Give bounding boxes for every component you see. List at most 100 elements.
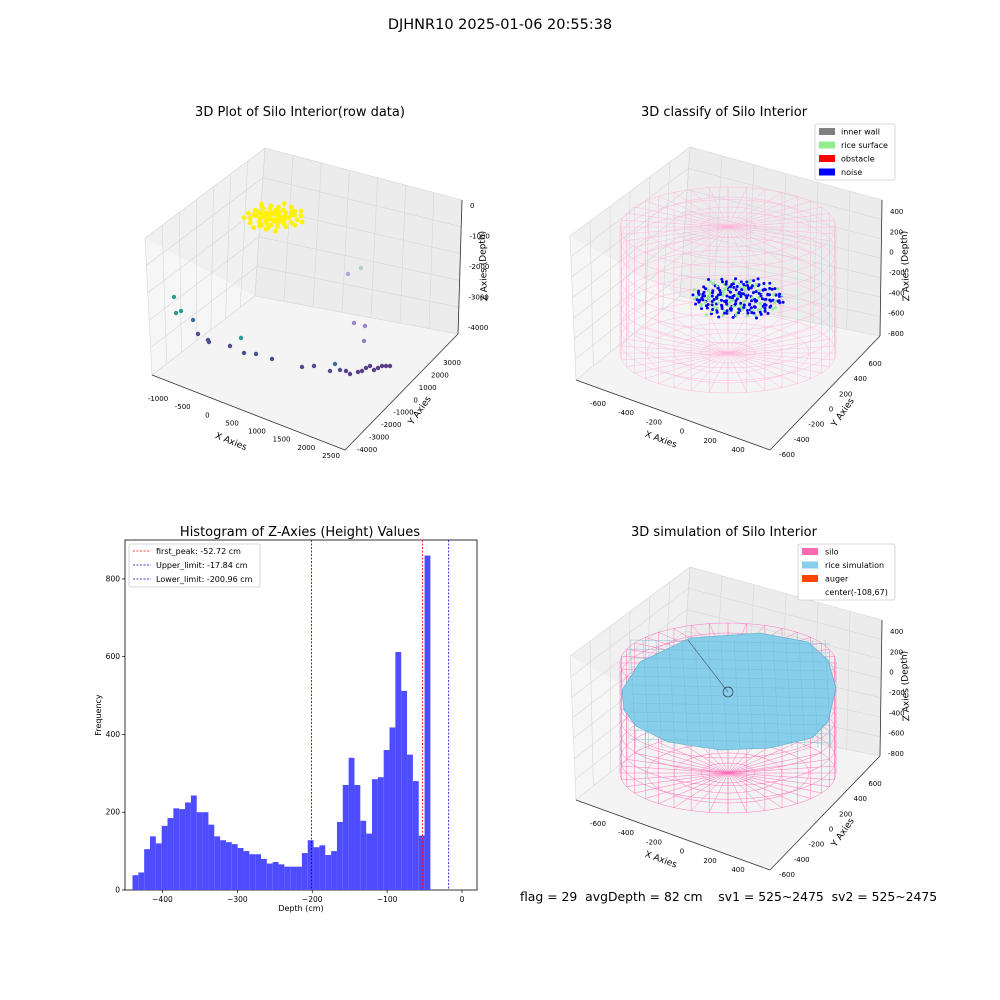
raw-point [299, 364, 305, 370]
y-tick-label: 600 [868, 360, 881, 368]
raw-point [337, 367, 343, 373]
y-tick-label: -400 [794, 856, 810, 864]
gridline [569, 566, 883, 657]
legend-label-rice-simulation: rice simulation [825, 561, 884, 570]
classified-point [747, 281, 751, 285]
histogram-y-ticks: 0 200 400 600 800 [106, 574, 125, 895]
x-tick-label: 200 [703, 437, 716, 445]
y-tick-label: 400 [106, 730, 121, 739]
classified-point [718, 288, 722, 292]
mesh-line [668, 639, 676, 749]
y-tick-label: 1000 [419, 384, 437, 392]
classified-point [754, 290, 758, 294]
y-tick-label: 200 [839, 390, 852, 398]
classified-point [763, 287, 766, 291]
y-tick-label: -200 [808, 421, 824, 429]
classified-point [742, 303, 746, 307]
gridline [569, 655, 577, 801]
classified-point [710, 303, 714, 307]
histogram-bar [243, 851, 250, 890]
classified-point [711, 308, 715, 311]
mesh-line [629, 639, 637, 749]
x-tick-label: -600 [590, 820, 606, 828]
classified-point [721, 280, 724, 284]
classified-point [768, 281, 772, 285]
mesh-line [681, 639, 689, 749]
raw-point [299, 219, 305, 225]
gridline [570, 167, 882, 257]
z-tick-label: -200 [889, 269, 905, 277]
classified-point [748, 278, 752, 282]
classified-point [725, 299, 728, 303]
simulation-panel-title: 3D simulation of Silo Interior [631, 525, 818, 540]
mesh-line [707, 639, 715, 749]
classified-point [735, 285, 739, 288]
histogram-bar [138, 872, 145, 890]
histogram-bar [401, 690, 408, 890]
gridline [575, 295, 881, 381]
classified-point [750, 311, 754, 315]
histogram-reference-lines [311, 540, 450, 890]
raw-point [257, 223, 262, 229]
classified-point [720, 277, 724, 281]
classify-x-axis-label: X Axies [643, 430, 678, 451]
classified-point [756, 277, 760, 281]
raw-point [251, 225, 257, 230]
classify-y-axis-label: Y Axies [829, 396, 857, 429]
histogram-bar [366, 833, 372, 890]
histogram-bar [150, 836, 156, 890]
classified-point [745, 280, 749, 284]
legend-swatch-noise [819, 168, 835, 176]
classified-point [781, 300, 785, 304]
classified-point [742, 300, 746, 304]
histogram-bars [132, 555, 431, 890]
x-tick-label: -400 [618, 829, 634, 837]
classified-point [739, 301, 743, 305]
histogram-bar [144, 849, 151, 890]
z-tick-label: -600 [888, 730, 904, 738]
y-tick-label: -600 [779, 871, 795, 879]
z-tick-label: -4000 [468, 324, 488, 332]
classified-point [737, 282, 741, 286]
mesh-line [655, 639, 663, 749]
raw-point [363, 365, 369, 371]
mesh-line [746, 639, 754, 749]
classified-point [734, 288, 738, 292]
classified-point [725, 302, 729, 306]
gridline [151, 295, 459, 376]
histogram-bar [313, 847, 320, 890]
classified-point [710, 312, 713, 316]
y-tick-label: -2000 [381, 421, 401, 429]
histogram-bar [372, 779, 378, 890]
histogram-bar [301, 853, 308, 890]
legend-label-noise: noise [841, 168, 862, 177]
classified-point [728, 295, 732, 299]
wireframe-line [700, 342, 756, 364]
classified-point [757, 289, 761, 293]
classified-point [766, 293, 770, 297]
legend-label-auger: auger [825, 575, 849, 584]
classified-point [746, 314, 749, 318]
classified-point [740, 288, 744, 292]
x-tick-label: 2500 [322, 452, 340, 460]
classified-point [772, 292, 776, 296]
classified-point [759, 312, 763, 316]
z-tick-label: 400 [890, 208, 903, 216]
histogram-bar [331, 851, 337, 890]
auger-line [687, 639, 729, 693]
classify-panel-axes-box [569, 146, 883, 451]
classified-point [737, 311, 741, 315]
legend-label-first-peak: first_peak: -52.72 cm [156, 547, 241, 556]
classified-point [701, 298, 705, 302]
gridline [779, 173, 787, 317]
classified-point [758, 302, 762, 306]
simulation-x-tick-labels: -600 -400 -200 0 200 400 [590, 820, 745, 874]
classified-point [728, 307, 732, 311]
classified-point [715, 296, 719, 300]
mesh-line [629, 720, 831, 726]
classified-point [699, 304, 703, 308]
classified-point [728, 287, 732, 291]
classified-point [742, 306, 746, 310]
